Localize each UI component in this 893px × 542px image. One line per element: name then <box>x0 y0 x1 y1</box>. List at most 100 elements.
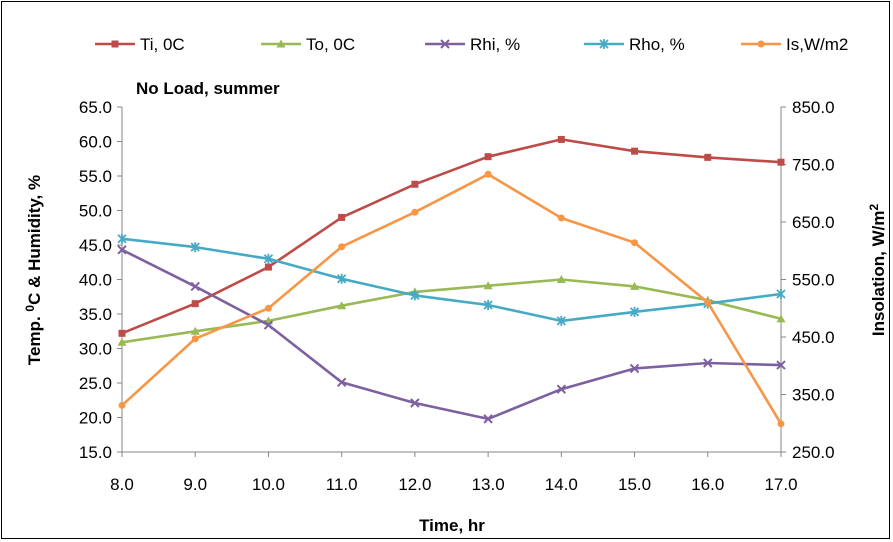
data-point <box>191 300 199 308</box>
left-tick-label: 20.0 <box>79 409 112 428</box>
data-point <box>631 147 639 155</box>
data-point <box>410 290 420 301</box>
data-point <box>777 420 785 428</box>
legend-swatch-marker <box>440 39 450 49</box>
x-tick-label: 9.0 <box>183 475 207 494</box>
left-tick-label: 60.0 <box>79 133 112 152</box>
legend-swatch-marker <box>111 40 119 48</box>
series-line <box>121 237 782 323</box>
legend-label: Is,W/m2 <box>786 35 848 54</box>
data-point <box>191 335 199 343</box>
data-point <box>630 281 640 290</box>
data-point <box>190 326 200 335</box>
right-tick-label: 850.0 <box>792 98 835 117</box>
data-point <box>264 304 272 312</box>
legend-item: Is,W/m2 <box>741 35 848 54</box>
legend-item: Rho, % <box>584 35 685 54</box>
x-tick-label: 17.0 <box>764 475 797 494</box>
x-tick-label: 10.0 <box>252 475 285 494</box>
right-tick-label: 250.0 <box>792 443 835 462</box>
x-tick-label: 14.0 <box>545 475 578 494</box>
data-point <box>776 314 786 323</box>
data-point <box>629 306 640 317</box>
left-tick-label: 30.0 <box>79 340 112 359</box>
series-0 <box>118 135 785 337</box>
data-point <box>336 377 347 388</box>
data-point <box>118 401 126 409</box>
left-tick-label: 55.0 <box>79 167 112 186</box>
data-point <box>117 233 127 244</box>
right-tick-label: 750.0 <box>792 156 835 175</box>
data-point <box>556 315 566 326</box>
legend-label: Rho, % <box>629 35 685 54</box>
series-line <box>121 173 783 425</box>
x-tick-label: 13.0 <box>472 475 505 494</box>
right-tick-label: 450.0 <box>792 328 835 347</box>
data-point <box>264 263 272 271</box>
data-point <box>117 337 127 346</box>
left-tick-label: 50.0 <box>79 202 112 221</box>
data-point <box>338 213 346 221</box>
left-tick-label: 35.0 <box>79 305 112 324</box>
data-point <box>117 245 127 255</box>
legend-label: Ti, 0C <box>140 35 185 54</box>
legend-swatch-marker <box>757 40 765 48</box>
data-point <box>703 358 713 368</box>
data-point <box>483 300 493 311</box>
left-tick-label: 40.0 <box>79 271 112 290</box>
data-point <box>629 363 640 374</box>
data-point <box>483 414 493 424</box>
data-point <box>557 214 565 222</box>
data-point <box>484 170 492 178</box>
data-point <box>704 299 712 306</box>
data-point <box>483 281 493 290</box>
x-tick-label: 12.0 <box>398 475 431 494</box>
legend: Ti, 0C To, 0C Rhi, % Rho, % Is,W/m2 <box>95 35 848 54</box>
right-tick-label: 650.0 <box>792 213 835 232</box>
data-point <box>411 208 419 216</box>
data-point <box>337 273 347 284</box>
left-tick-label: 15.0 <box>79 443 112 462</box>
x-tick-label: 11.0 <box>326 475 358 494</box>
left-tick-label: 45.0 <box>79 236 112 255</box>
series-line <box>121 248 782 421</box>
series-line <box>121 138 782 335</box>
legend-item: Ti, 0C <box>95 35 185 54</box>
data-point <box>411 180 419 188</box>
series-2 <box>117 245 786 424</box>
legend-label: Rhi, % <box>470 35 520 54</box>
data-point <box>484 153 492 161</box>
data-point <box>338 243 346 251</box>
left-axis-ticks: 15.0 20.0 25.0 30.0 35.0 40.0 45.0 50.0 55.0 60.0… <box>79 98 122 462</box>
data-point <box>263 253 274 264</box>
data-point <box>704 153 712 161</box>
data-point <box>557 135 565 143</box>
legend-item: To, 0C <box>261 35 355 54</box>
left-tick-label: 25.0 <box>79 374 112 393</box>
data-point <box>777 158 785 166</box>
data-point <box>631 239 639 247</box>
legend-swatch-marker <box>599 39 609 49</box>
right-tick-label: 550.0 <box>792 271 835 290</box>
right-axis-ticks: 250.0 350.0 450.0 550.0 650.0 750.0 850.0 <box>781 98 835 462</box>
data-point <box>263 320 274 330</box>
data-point <box>556 384 567 394</box>
x-axis-ticks: 8.0 9.0 10.0 11.0 12.0 13.0 14.0 15.0 16.0 17.0 <box>110 452 798 494</box>
data-point <box>190 242 200 253</box>
legend-item: Rhi, % <box>425 35 520 54</box>
data-point <box>776 288 786 299</box>
x-tick-label: 15.0 <box>618 475 651 494</box>
series-line <box>121 278 782 344</box>
right-tick-label: 350.0 <box>792 386 835 405</box>
y-axis-right-title: Insolation, W/m2 <box>867 204 888 337</box>
legend-swatch-marker <box>276 39 286 48</box>
data-point <box>190 281 200 292</box>
data-point <box>337 301 347 310</box>
data-point <box>410 398 420 408</box>
x-axis-title: Time, hr <box>419 516 485 535</box>
chart-subtitle: No Load, summer <box>136 79 280 98</box>
series-3 <box>117 233 786 326</box>
legend-label: To, 0C <box>306 35 355 54</box>
y-axis-left-title: Temp. 0C & Humidity, % <box>23 175 44 365</box>
